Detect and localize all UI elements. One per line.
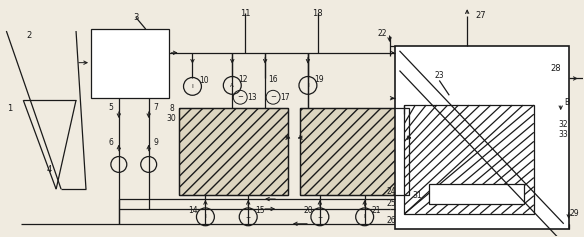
Text: 8: 8: [169, 104, 174, 113]
Text: 13: 13: [248, 93, 257, 102]
Text: I: I: [192, 84, 193, 89]
Text: I: I: [307, 83, 309, 88]
Text: 31: 31: [412, 191, 422, 200]
Text: 4: 4: [47, 165, 52, 174]
Text: A: A: [407, 135, 412, 140]
Text: 11: 11: [240, 9, 251, 18]
Text: 18: 18: [312, 9, 323, 18]
Text: 26: 26: [387, 216, 397, 225]
Text: −: −: [246, 214, 251, 219]
Text: −: −: [317, 214, 322, 219]
Text: A: A: [231, 83, 234, 88]
Text: 5: 5: [109, 103, 113, 112]
Text: −: −: [270, 94, 276, 100]
Bar: [300, 108, 409, 195]
Bar: [405, 105, 534, 214]
Text: 12: 12: [238, 75, 248, 84]
Text: 20: 20: [303, 206, 313, 215]
Text: −: −: [237, 94, 243, 100]
Text: 10: 10: [200, 76, 209, 85]
Text: 22: 22: [378, 28, 387, 37]
Text: A: A: [298, 135, 302, 140]
Text: 17: 17: [280, 93, 290, 102]
Bar: [300, 108, 409, 195]
Bar: [395, 46, 569, 229]
Text: 19: 19: [314, 75, 324, 84]
Text: A: A: [286, 135, 290, 140]
Text: 32: 32: [559, 120, 568, 129]
Text: 24: 24: [387, 187, 397, 196]
Text: 6: 6: [109, 138, 113, 147]
Text: 33: 33: [559, 130, 569, 139]
Text: 27: 27: [476, 11, 486, 20]
Text: 16: 16: [268, 75, 278, 84]
Text: 25: 25: [387, 200, 397, 209]
Text: 14: 14: [189, 206, 199, 215]
Text: B: B: [564, 98, 569, 107]
Text: 21: 21: [372, 206, 381, 215]
Text: 1: 1: [7, 104, 12, 113]
Text: I: I: [364, 214, 366, 219]
Text: 28: 28: [551, 64, 561, 73]
Text: 7: 7: [153, 103, 158, 112]
Bar: [179, 108, 288, 195]
Text: 9: 9: [153, 138, 158, 147]
Text: 23: 23: [434, 71, 444, 80]
Bar: [91, 29, 169, 98]
Text: 3: 3: [133, 13, 138, 22]
Text: 2: 2: [27, 32, 32, 41]
Text: 29: 29: [570, 209, 579, 218]
Text: 30: 30: [166, 114, 176, 123]
Text: 15: 15: [255, 206, 265, 215]
Bar: [179, 108, 288, 195]
Text: I: I: [204, 214, 206, 219]
Bar: [429, 184, 524, 204]
